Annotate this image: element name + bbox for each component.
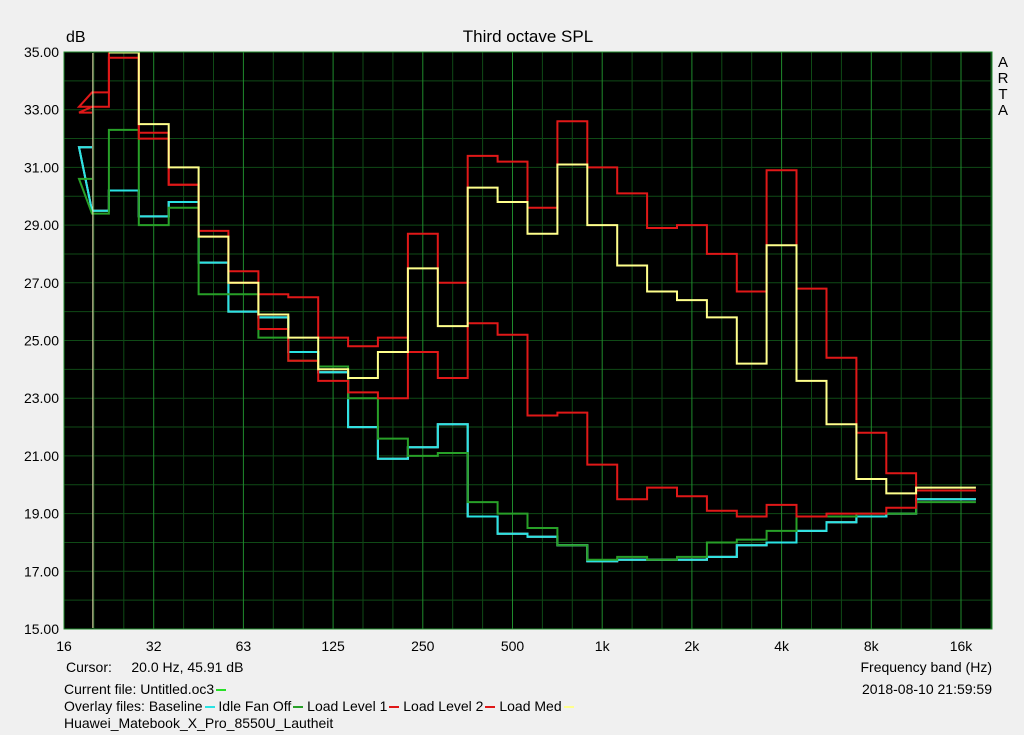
- watermark-letter: T: [998, 86, 1007, 103]
- x-tick-label: 32: [146, 638, 162, 654]
- overlay-item-swatch: [293, 706, 304, 709]
- y-tick-label: 15.00: [24, 621, 59, 637]
- overlay-item: Load Level 2: [399, 698, 496, 714]
- overlay-item-swatch: [389, 706, 400, 709]
- x-tick-label: 125: [321, 638, 345, 654]
- overlay-prefix: Overlay files:: [64, 698, 145, 714]
- y-tick-label: 25.00: [24, 333, 59, 349]
- series-line: [108, 51, 976, 495]
- watermark-letter: A: [998, 54, 1008, 71]
- y-tick-label: 33.00: [24, 102, 59, 118]
- y-tick-label: 31.00: [24, 159, 59, 175]
- overlay-item: Baseline: [149, 698, 215, 714]
- cursor-label: Cursor:: [66, 659, 112, 675]
- timestamp: 2018-08-10 21:59:59: [862, 681, 992, 697]
- y-tick-label: 19.00: [24, 506, 59, 522]
- x-tick-label: 1k: [595, 638, 611, 654]
- overlay-files: Overlay files: Baseline Idle Fan Off Loa…: [64, 698, 574, 714]
- overlay-item-label: Load Level 2: [399, 698, 484, 714]
- overlay-item-label: Idle Fan Off: [214, 698, 292, 714]
- x-axis-title: Frequency band (Hz): [860, 659, 992, 675]
- y-tick-label: 21.00: [24, 448, 59, 464]
- y-tick-label: 23.00: [24, 390, 59, 406]
- y-tick-labels: 35.00 33.00 31.00 29.00 27.00 25.00 23.00 21.00…: [24, 44, 59, 637]
- current-file-text: Current file: Untitled.oc3: [64, 681, 215, 697]
- watermark-letter: A: [998, 102, 1008, 119]
- x-tick-label: 4k: [774, 638, 790, 654]
- overlay-legend: Baseline Idle Fan Off Load Level 1 Load …: [149, 698, 574, 714]
- plot-border: [63, 51, 993, 630]
- overlay-item: Load Med: [495, 698, 574, 714]
- current-file: Current file: Untitled.oc3: [64, 681, 227, 697]
- overlay-item-swatch: [485, 706, 496, 709]
- cursor-readout: Cursor: 20.0 Hz, 45.91 dB: [66, 659, 243, 675]
- current-file-marker: [216, 689, 227, 692]
- x-tick-label: 2k: [685, 638, 701, 654]
- series-line: [77, 128, 976, 561]
- y-tick-label: 29.00: [24, 217, 59, 233]
- series-layer: [76, 51, 976, 563]
- cursor-value: 20.0 Hz, 45.91 dB: [131, 659, 244, 675]
- x-tick-label: 16: [56, 638, 72, 654]
- overlay-item-label: Load Level 1: [303, 698, 388, 714]
- x-tick-labels: 16 32 63 125 250 500 1k 2k 4k 8k 16k: [56, 638, 973, 654]
- x-tick-label: 16k: [950, 638, 974, 654]
- y-axis-unit-label: dB: [66, 29, 86, 46]
- x-tick-label: 8k: [864, 638, 880, 654]
- overlay-item-swatch: [563, 706, 574, 709]
- y-tick-label: 35.00: [24, 44, 59, 60]
- x-tick-label: 63: [236, 638, 252, 654]
- overlay-item-label: Load Med: [495, 698, 562, 714]
- overlay-item-label: Baseline: [148, 698, 203, 714]
- y-tick-label: 17.00: [24, 563, 59, 579]
- y-tick-label: 27.00: [24, 275, 59, 291]
- overlay-item: Load Level 1: [303, 698, 400, 714]
- filename: Huawei_Matebook_X_Pro_8550U_Lautheit: [64, 715, 334, 731]
- x-tick-label: 500: [501, 638, 525, 654]
- watermark-letter: R: [998, 70, 1009, 87]
- x-tick-label: 250: [411, 638, 435, 654]
- overlay-item-swatch: [204, 706, 215, 709]
- overlay-item: Idle Fan Off: [215, 698, 304, 714]
- chart-title: Third octave SPL: [463, 27, 593, 46]
